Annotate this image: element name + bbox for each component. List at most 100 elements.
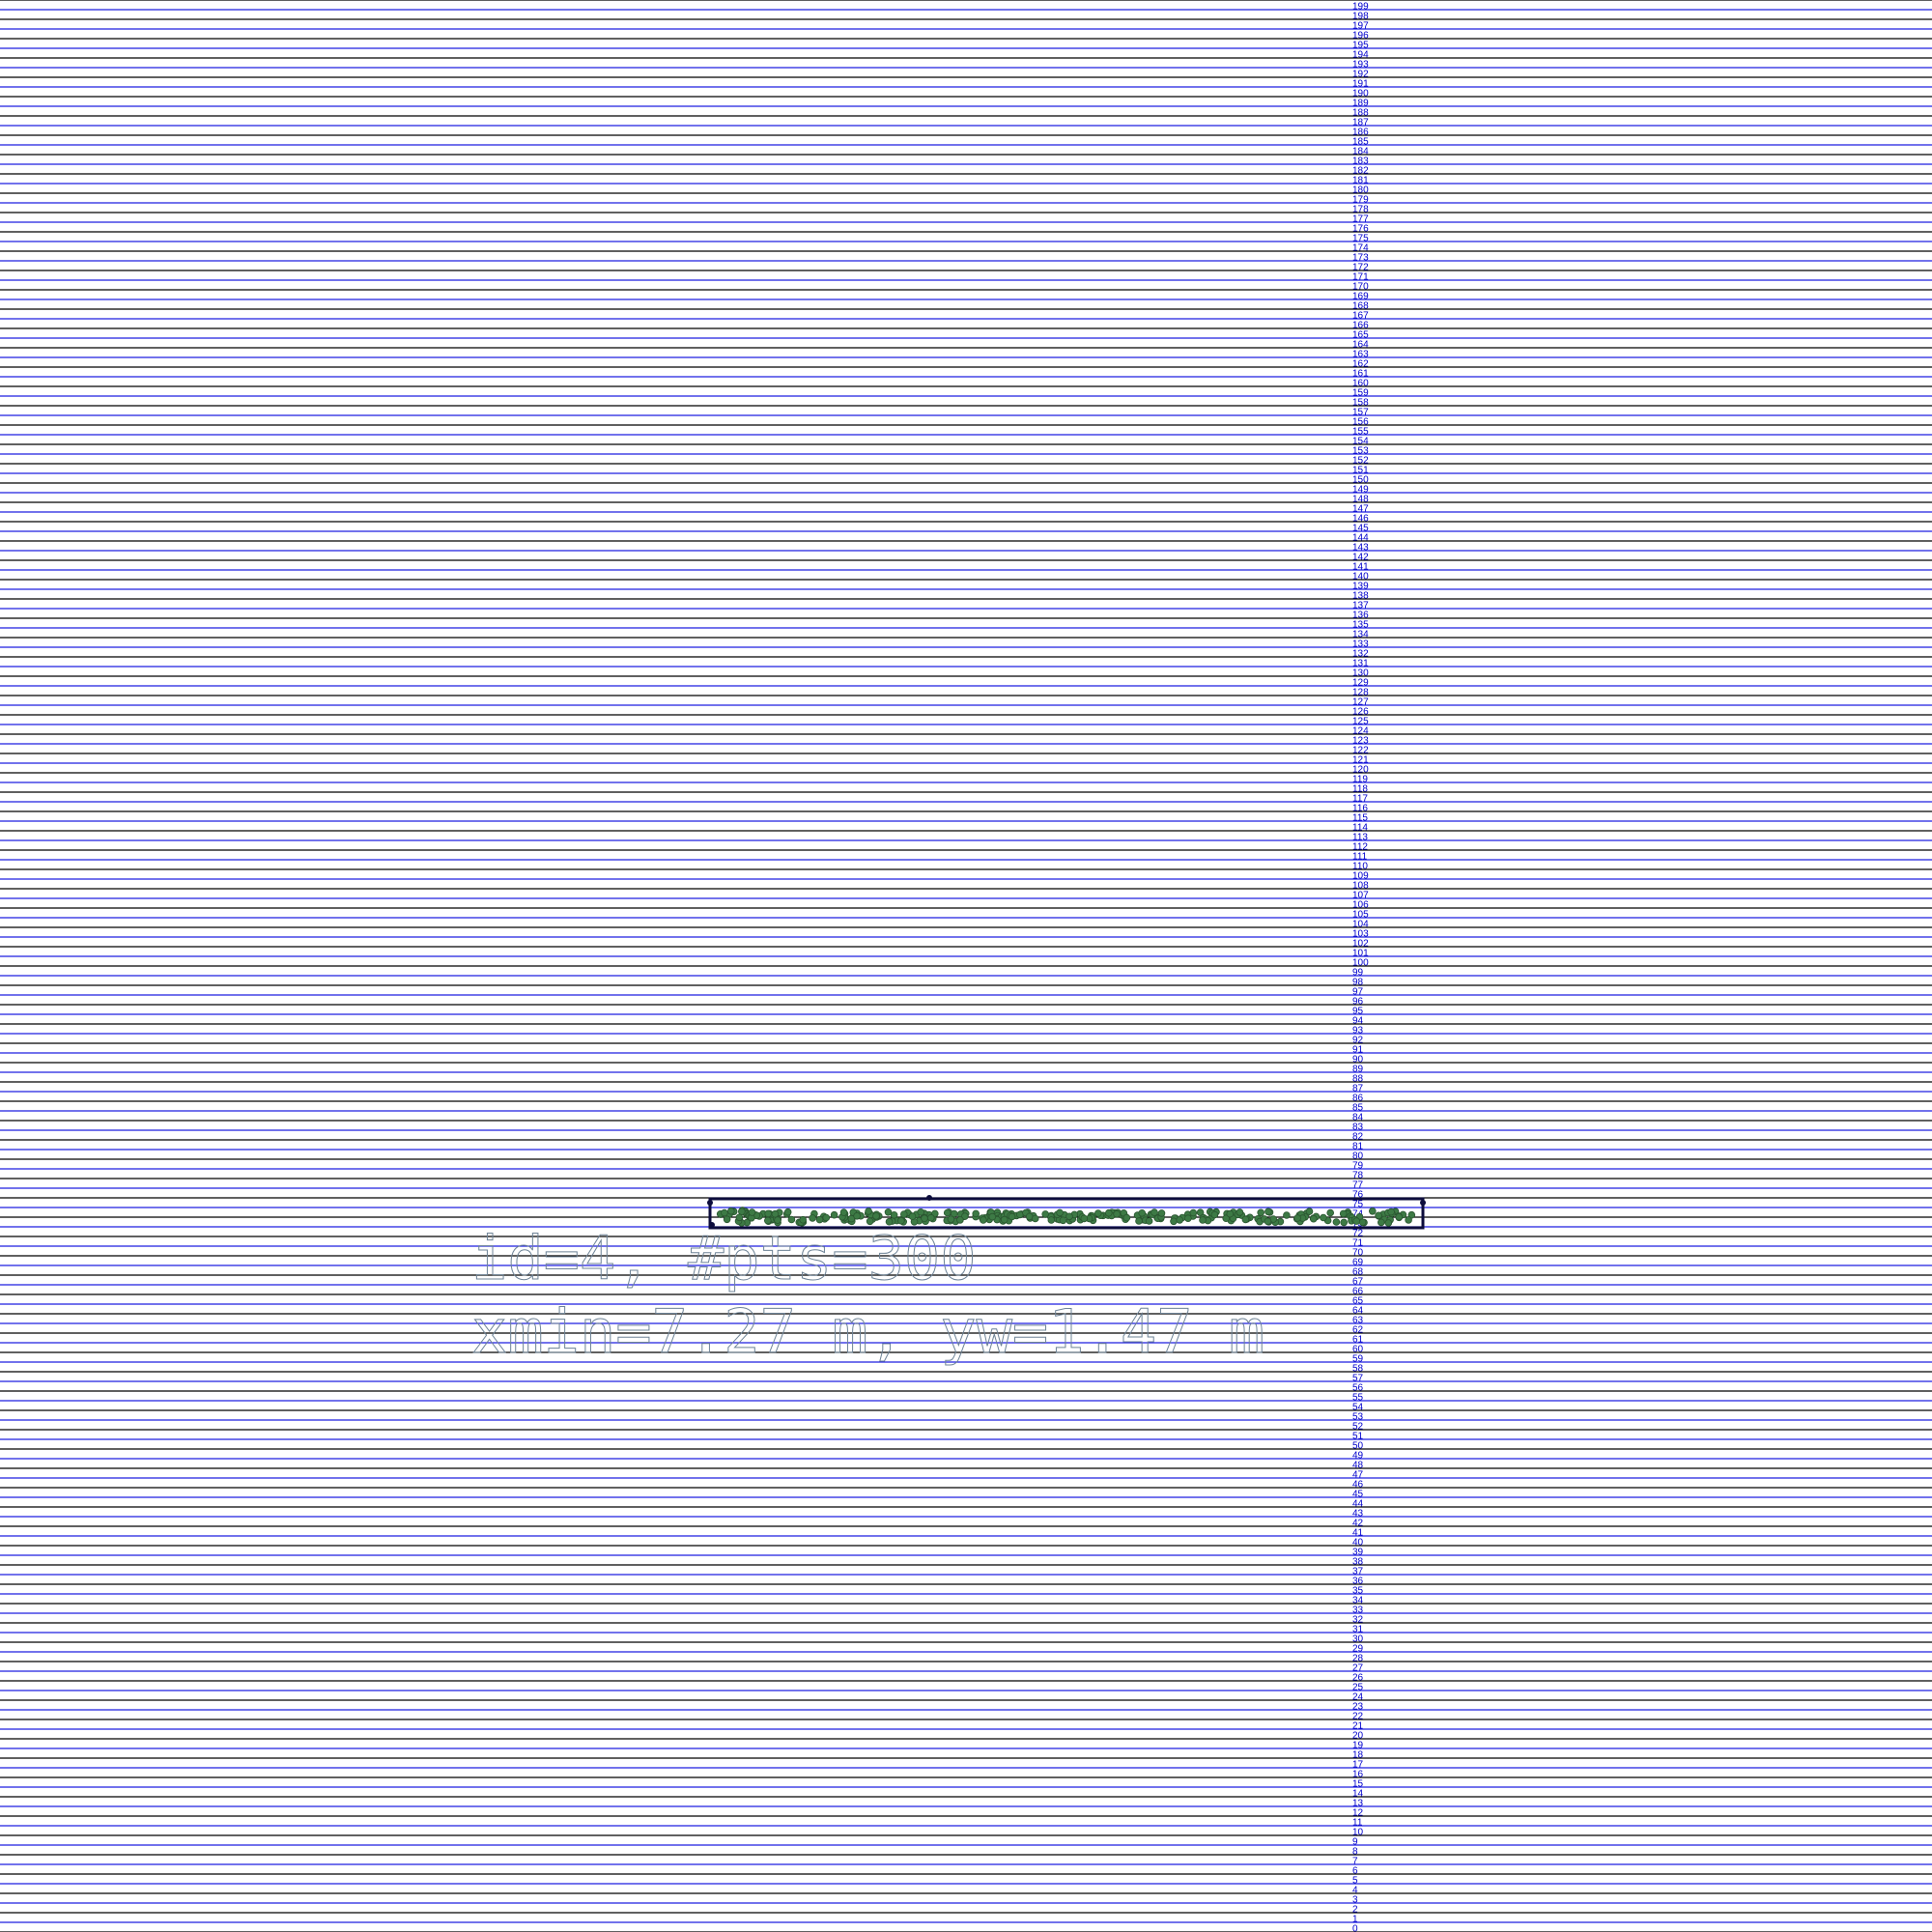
- row-number-label: 2: [1352, 1905, 1358, 1916]
- cluster-point: [917, 1208, 924, 1216]
- cluster-point: [972, 1209, 980, 1218]
- row-number-label: 25: [1352, 1683, 1364, 1693]
- row-number-label: 151: [1352, 466, 1369, 476]
- cluster-point: [896, 1216, 905, 1225]
- row-number-label: 118: [1352, 784, 1368, 795]
- cluster-point: [872, 1212, 880, 1220]
- row-number-label: 5: [1352, 1876, 1358, 1887]
- row-number-label: 22: [1352, 1712, 1364, 1722]
- row-number-label: 42: [1352, 1519, 1364, 1529]
- row-number-label: 56: [1352, 1383, 1364, 1394]
- cluster-point: [783, 1208, 792, 1216]
- row-number-label: 109: [1352, 871, 1369, 882]
- cluster-point: [1199, 1216, 1207, 1224]
- row-number-label: 71: [1352, 1238, 1364, 1249]
- row-number-label: 155: [1352, 427, 1369, 438]
- row-number-label: 60: [1352, 1345, 1364, 1355]
- row-number-label: 139: [1352, 582, 1369, 592]
- row-number-label: 114: [1352, 823, 1368, 834]
- row-number-label: 55: [1352, 1393, 1364, 1404]
- row-number-label: 69: [1352, 1258, 1364, 1268]
- cluster-point: [1151, 1208, 1158, 1216]
- row-number-label: 33: [1352, 1605, 1364, 1616]
- cluster-point: [1395, 1213, 1403, 1221]
- row-number-label: 75: [1352, 1200, 1364, 1210]
- row-number-label: 81: [1352, 1142, 1364, 1152]
- row-number-label: 27: [1352, 1663, 1364, 1674]
- row-number-label: 82: [1352, 1132, 1364, 1143]
- row-number-label: 96: [1352, 997, 1364, 1008]
- cluster-point: [1264, 1208, 1272, 1216]
- row-number-label: 51: [1352, 1432, 1364, 1442]
- cluster-point: [1008, 1212, 1016, 1221]
- cluster-point: [1283, 1211, 1291, 1219]
- row-number-label: 62: [1352, 1325, 1364, 1336]
- cluster-point: [737, 1208, 746, 1215]
- row-number-labels: 1991981971961951941931921911901891881871…: [1352, 2, 1369, 1932]
- cluster-4[interactable]: [707, 1195, 1426, 1230]
- row-number-label: 37: [1352, 1567, 1364, 1577]
- cluster-point: [1135, 1217, 1143, 1225]
- row-number-label: 100: [1352, 958, 1369, 969]
- cluster-point: [961, 1212, 969, 1220]
- cluster-point: [1369, 1208, 1377, 1215]
- row-number-label: 7: [1352, 1857, 1358, 1867]
- cluster-point: [988, 1212, 997, 1221]
- row-number-label: 10: [1352, 1828, 1364, 1838]
- row-number-label: 195: [1352, 41, 1369, 51]
- row-number-label: 184: [1352, 147, 1369, 157]
- row-number-label: 26: [1352, 1673, 1364, 1684]
- row-number-label: 32: [1352, 1615, 1364, 1626]
- row-number-label: 61: [1352, 1335, 1364, 1346]
- cluster-point: [822, 1213, 831, 1222]
- row-number-label: 142: [1352, 553, 1369, 563]
- cluster-point: [1320, 1213, 1327, 1222]
- cluster-point: [1065, 1212, 1073, 1221]
- row-number-label: 67: [1352, 1277, 1364, 1288]
- row-number-label: 92: [1352, 1036, 1364, 1046]
- cluster-point: [1170, 1217, 1178, 1226]
- row-number-label: 83: [1352, 1122, 1364, 1133]
- cluster-extreme-point: [709, 1222, 715, 1228]
- cluster-bounding-box[interactable]: [708, 1197, 1425, 1230]
- cluster-point: [748, 1208, 756, 1216]
- row-number-label: 20: [1352, 1731, 1364, 1742]
- row-number-label: 103: [1352, 929, 1369, 940]
- cluster-point: [735, 1213, 744, 1222]
- row-number-label: 41: [1352, 1528, 1364, 1539]
- cluster-point: [799, 1215, 807, 1224]
- row-number-label: 153: [1352, 446, 1369, 457]
- row-number-label: 156: [1352, 417, 1369, 428]
- row-number-label: 8: [1352, 1847, 1358, 1858]
- cluster-point: [1031, 1214, 1039, 1223]
- cluster-point: [1226, 1209, 1235, 1218]
- row-number-label: 107: [1352, 891, 1369, 901]
- row-number-label: 161: [1352, 369, 1369, 380]
- cluster-point: [1378, 1218, 1385, 1227]
- row-number-label: 84: [1352, 1113, 1364, 1123]
- row-number-label: 181: [1352, 176, 1369, 186]
- row-number-label: 58: [1352, 1364, 1364, 1375]
- cluster-label-id-count: id=4, #pts=300: [471, 1223, 977, 1293]
- row-number-label: 12: [1352, 1808, 1364, 1819]
- row-number-label: 46: [1352, 1480, 1364, 1491]
- cluster-point: [1059, 1216, 1067, 1225]
- row-number-label: 34: [1352, 1596, 1364, 1606]
- row-number-label: 40: [1352, 1538, 1364, 1548]
- cluster-point: [1056, 1208, 1064, 1217]
- row-number-label: 78: [1352, 1171, 1364, 1181]
- row-number-label: 138: [1352, 591, 1369, 602]
- row-number-label: 157: [1352, 408, 1369, 418]
- row-number-label: 125: [1352, 717, 1369, 727]
- row-number-label: 105: [1352, 910, 1369, 921]
- row-number-label: 148: [1352, 495, 1369, 505]
- row-number-label: 76: [1352, 1190, 1364, 1201]
- row-number-label: 160: [1352, 379, 1369, 389]
- cluster-extreme-point: [926, 1195, 932, 1201]
- cluster-point: [1358, 1218, 1367, 1227]
- row-number-label: 179: [1352, 195, 1369, 206]
- row-number-label: 23: [1352, 1702, 1364, 1713]
- cluster-points: [707, 1195, 1426, 1228]
- row-number-label: 93: [1352, 1026, 1364, 1037]
- cluster-point: [853, 1212, 861, 1220]
